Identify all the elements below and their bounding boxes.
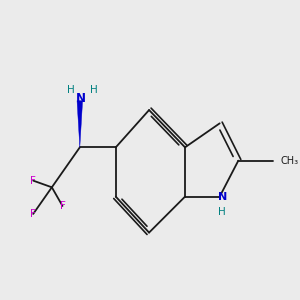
Text: H: H bbox=[218, 207, 226, 217]
Text: N: N bbox=[76, 92, 86, 105]
Text: H: H bbox=[90, 85, 98, 94]
Text: N: N bbox=[218, 192, 227, 202]
Polygon shape bbox=[77, 101, 83, 147]
Text: F: F bbox=[30, 176, 36, 186]
Text: F: F bbox=[30, 209, 36, 219]
Text: F: F bbox=[60, 201, 65, 211]
Text: H: H bbox=[67, 85, 75, 94]
Text: CH₃: CH₃ bbox=[280, 156, 299, 166]
